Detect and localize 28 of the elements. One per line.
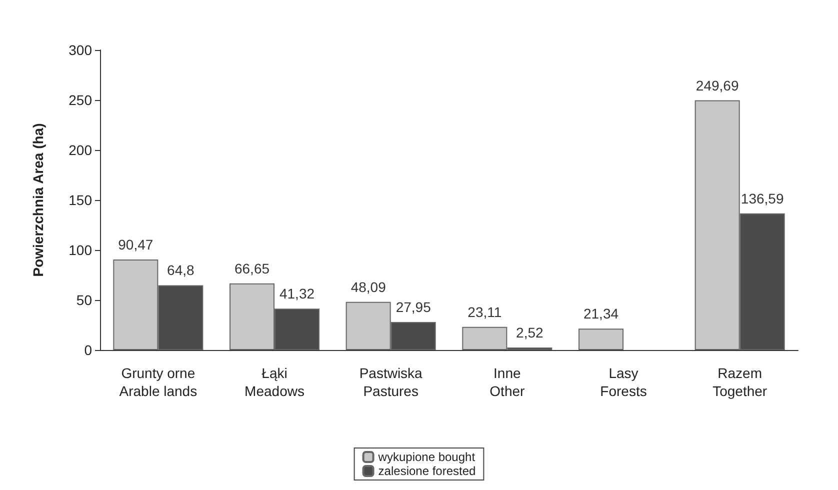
y-tick-label: 0 [84, 342, 92, 358]
data-label: 41,32 [279, 286, 315, 302]
bar [578, 328, 624, 350]
y-tick-label: 300 [68, 42, 92, 58]
legend-label: wykupione bought [377, 450, 476, 464]
data-label: 136,59 [740, 190, 784, 206]
x-tick-label: Pastwiska Pastures [359, 365, 423, 399]
data-label: 90,47 [118, 236, 154, 253]
legend-label: zalesione forested [378, 464, 476, 478]
y-tick-label: 200 [68, 142, 92, 158]
data-label: 21,34 [583, 306, 619, 322]
x-tick-label: Łąki Meadows [244, 365, 304, 399]
x-tick-label: Grunty orne Arable lands [119, 365, 198, 399]
data-label: 249,69 [696, 77, 739, 94]
y-axis-title: Powierzchnia Area (ha) [30, 123, 46, 277]
y-tick-label: 100 [68, 242, 92, 258]
data-label: 2,52 [516, 324, 544, 340]
y-tick-label: 150 [68, 192, 92, 208]
data-label: 66,65 [234, 260, 270, 276]
data-label: 27,95 [396, 299, 432, 316]
y-tick-label: 50 [76, 292, 92, 308]
y-tick-label: 250 [68, 92, 92, 108]
x-tick-label: Razem Together [712, 365, 768, 399]
data-label: 64,8 [167, 262, 195, 278]
data-label: 48,09 [350, 278, 386, 295]
data-label: 23,11 [468, 304, 502, 320]
x-tick-label: Lasy Forests [600, 365, 647, 399]
x-tick-label: Inne Other [490, 365, 526, 399]
